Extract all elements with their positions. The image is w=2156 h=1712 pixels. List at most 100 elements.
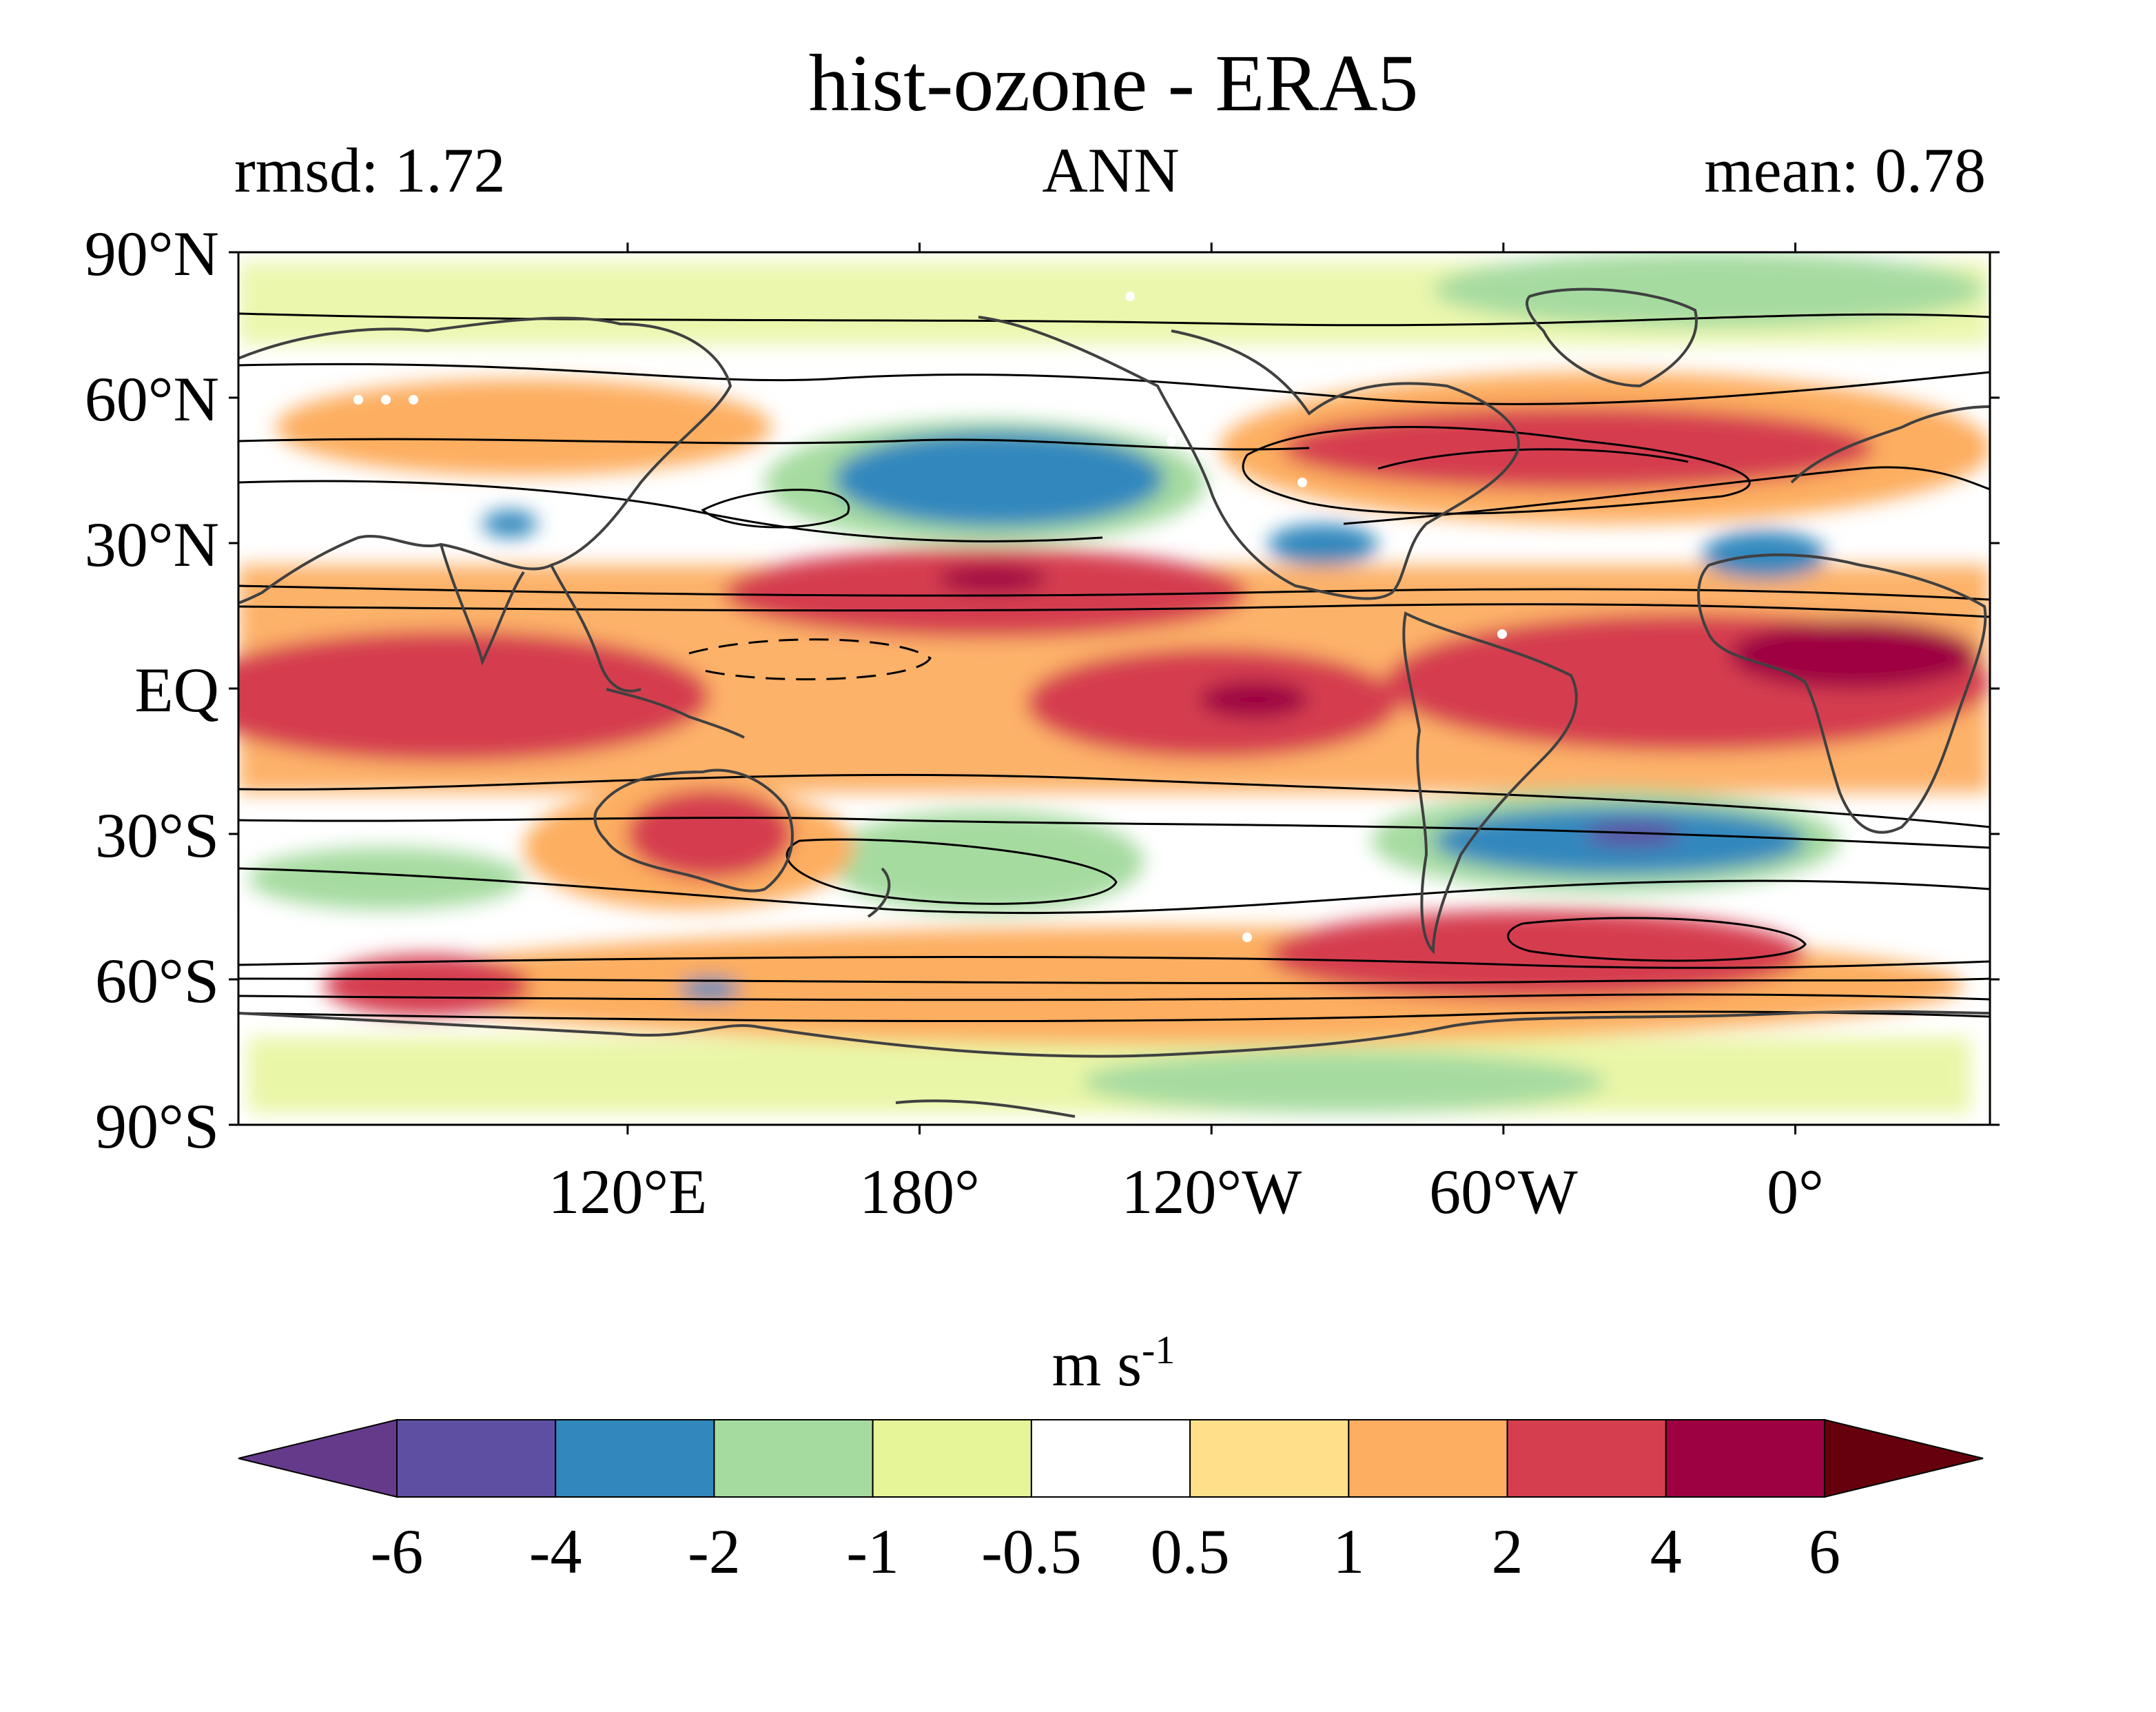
colorbar-tick-label: 4 (1650, 1516, 1682, 1587)
longitude-label: 60°W (1429, 1156, 1578, 1227)
contour-line (238, 438, 1310, 451)
contour-line (238, 867, 1990, 915)
colorbar-bin (1506, 1419, 1667, 1498)
latitude-labels: 90°N 60°N 30°N EQ 30°S 60°S 90°S (85, 218, 219, 1161)
contour-line (238, 816, 1990, 849)
colorbar-units-base: m s (1052, 1329, 1142, 1399)
colorbar-extend-low (238, 1418, 398, 1498)
longitude-label: 180° (859, 1156, 980, 1227)
colorbar-units-exponent: -1 (1142, 1327, 1175, 1372)
colorbar-tick-label: 2 (1492, 1516, 1523, 1587)
latitude-label: 30°S (95, 800, 219, 870)
map-ticks (229, 243, 2000, 1134)
colorbar: m s-1 -6 -4 -2 -1 -0.5 0.5 1 2 4 6 (238, 1327, 1984, 1587)
contour-line (238, 363, 1990, 405)
coastline-southeast-asia (550, 564, 641, 693)
colorbar-bin (396, 1419, 557, 1498)
contour-line (238, 977, 1990, 984)
colorbar-bin (1665, 1419, 1826, 1498)
longitude-labels: 120°E 180° 120°W 60°W 0° (548, 1156, 1824, 1227)
coastline-new-zealand (867, 867, 891, 918)
dot (1153, 898, 1162, 908)
colorbar-tick-label: -2 (688, 1516, 741, 1587)
figure-title: hist-ozone - ERA5 (809, 38, 1419, 128)
coastline-europe (1790, 405, 1990, 484)
coastline-eurasia (238, 316, 732, 604)
dot (1125, 292, 1135, 301)
longitude-label: 120°E (548, 1156, 707, 1227)
dot (1167, 436, 1176, 446)
anomaly-patch-pacific-red (723, 548, 1247, 638)
anomaly-patch-southern-west-red (324, 955, 531, 1017)
colorbar-tick-label: 0.5 (1151, 1516, 1230, 1587)
dot (409, 395, 418, 405)
anomaly-patch-pacific-darkred (1199, 680, 1309, 719)
anomaly-patch-south-atlantic-purple (1585, 822, 1681, 846)
anomaly-patch-southern-green-1 (248, 848, 524, 910)
colorbar-bin (872, 1419, 1032, 1498)
colorbar-bin (555, 1419, 715, 1498)
latitude-label: 90°N (85, 218, 219, 289)
anomaly-patch-australia-red (627, 789, 792, 879)
colorbar-tick-labels: -6 -4 -2 -1 -0.5 0.5 1 2 4 6 (371, 1516, 1840, 1587)
stat-rmsd: rmsd: 1.72 (234, 135, 506, 205)
colorbar-extend-high (1824, 1418, 1984, 1498)
colorbar-tick-label: -1 (846, 1516, 899, 1587)
colorbar-bin (1030, 1419, 1191, 1498)
coastline-greenland (1526, 287, 1698, 388)
coastline-north-america (978, 316, 1520, 600)
latitude-label: EQ (134, 655, 219, 725)
longitude-label: 0° (1767, 1156, 1824, 1227)
colorbar-bin (713, 1419, 874, 1498)
anomaly-patch-north-pacific-darkred (937, 565, 1047, 593)
contour-line (1242, 426, 1751, 515)
contour-line (238, 773, 1990, 828)
coastline-australia (593, 768, 794, 893)
colorbar-tick-label: -0.5 (981, 1516, 1082, 1587)
latitude-label: 90°S (95, 1091, 219, 1161)
dot (1242, 933, 1252, 942)
anomaly-patch-himalaya-blue (482, 510, 537, 538)
anomaly-patch-southern-green-2 (827, 810, 1144, 913)
anomaly-patch-southern-red (1268, 910, 1805, 999)
colorbar-tick-label: 6 (1809, 1516, 1840, 1587)
dot (1180, 409, 1190, 418)
contour-line (786, 838, 1118, 905)
contour-line (1343, 466, 1990, 525)
significance-dots (353, 292, 1507, 942)
contour-line (238, 584, 1990, 601)
colorbar-bin (1348, 1419, 1508, 1498)
dot (1497, 629, 1507, 639)
anomaly-patch-north-atlantic-green (1433, 252, 1984, 327)
contour-line (1507, 917, 1807, 962)
coastline-africa (1697, 553, 1987, 834)
anomaly-patch-indian-ocean-red (238, 631, 710, 762)
colorbar-units: m s-1 (1052, 1327, 1175, 1400)
contour-line (238, 993, 1990, 1001)
latitude-label: 60°N (85, 364, 219, 434)
latitude-label: 60°S (95, 946, 219, 1016)
anomaly-patch-gulf-blue (1268, 524, 1378, 565)
coastline-indian-subcontinent (440, 544, 525, 666)
contour-line (238, 480, 1103, 542)
longitude-label: 120°W (1121, 1156, 1302, 1227)
anomaly-patch-siberia-orange (276, 379, 772, 476)
latitude-label: 30°N (85, 509, 219, 580)
anomaly-patch-north-pacific-blue (834, 431, 1164, 527)
contour-line (688, 638, 932, 681)
anomaly-patch-southern-small-blue (679, 978, 741, 1000)
map-panel (238, 252, 1990, 1125)
colorbar-bin (1189, 1419, 1350, 1498)
season-label: ANN (1042, 135, 1179, 205)
contour-line (238, 955, 1990, 969)
colorbar-tick-label: -6 (371, 1516, 424, 1587)
coastline-maritime-continent (606, 688, 745, 739)
dot (381, 395, 391, 405)
dot (353, 395, 363, 405)
dot (1297, 478, 1307, 487)
coastlines (238, 287, 1990, 1118)
coastline-antarctic-ice-shelf (895, 1099, 1076, 1118)
coastline-south-america (1402, 611, 1578, 955)
